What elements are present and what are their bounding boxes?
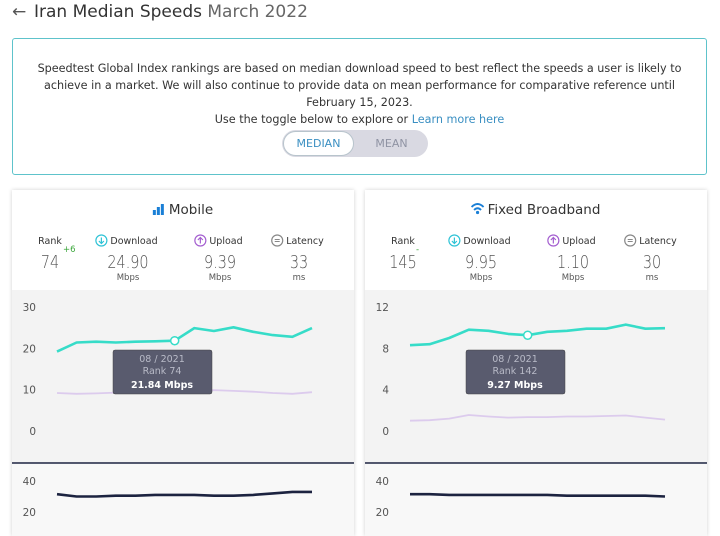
stat-label: Download <box>463 236 510 247</box>
tooltip-box <box>465 349 566 395</box>
series-line <box>56 326 313 353</box>
stat-value: 9.39 <box>204 251 236 272</box>
panel-canvas: MobileRank74+6Download24.90MbpsUpload9.3… <box>12 202 354 536</box>
stat-value: 33 <box>290 251 308 272</box>
stat-unit: Mbps <box>117 273 140 283</box>
stat-icon <box>95 234 108 247</box>
stat-icon <box>627 238 633 243</box>
signal-icon <box>152 210 156 215</box>
y-tick-label: 40 <box>23 476 36 488</box>
hover-marker <box>169 335 180 346</box>
notice-text: Speedtest Global Index rankings are base… <box>23 60 696 128</box>
stat-icon <box>194 234 207 247</box>
stat-icon <box>550 236 557 244</box>
y-tick-label: 0 <box>382 426 389 438</box>
stat-icon <box>451 237 458 245</box>
y-tick-label: 12 <box>376 302 389 314</box>
stat-label: Rank <box>38 236 62 247</box>
mobile-panel: Mobile Rank 74 +6 Download 24.90 Mbps Upload 9.3… <box>12 190 354 536</box>
toggle-hint: Use the toggle below to explore or <box>214 113 409 126</box>
toggle-median[interactable]: MEDIAN <box>283 131 354 156</box>
stat-label: Upload <box>209 236 242 247</box>
fixed-panel: Fixed Broadband Rank 145- Download 9.95 Mbps U… <box>365 190 707 536</box>
stat-icon <box>547 234 560 247</box>
stat-label: Download <box>110 236 157 247</box>
stat-unit: ms <box>293 273 306 283</box>
stat-value: 24.90 <box>107 251 148 272</box>
stat-icon <box>624 234 637 247</box>
notice: Speedtest Global Index rankings are base… <box>12 38 707 175</box>
tooltip-box <box>112 349 213 395</box>
y-tick-label: 8 <box>382 343 389 355</box>
header: ← Iran Median Speeds March 2022 <box>12 2 308 22</box>
latency-area <box>12 464 354 536</box>
stat-label: Upload <box>562 236 595 247</box>
subtitle: March 2022 <box>207 2 308 22</box>
hover-marker <box>522 330 533 340</box>
stat-icon <box>98 237 105 245</box>
rank-change: +6 <box>63 245 76 255</box>
stat-value: 1.10 <box>557 251 589 272</box>
stat-icon <box>197 236 204 244</box>
stat-icon <box>271 234 284 247</box>
y-tick-label: 20 <box>376 507 389 519</box>
stat-label: Latency <box>286 236 324 247</box>
series-line <box>56 490 312 498</box>
back-arrow[interactable]: ← <box>12 2 27 22</box>
wifi-icon <box>475 210 480 215</box>
panel-title: Mobile <box>169 202 213 218</box>
stat-value: 9.95 <box>465 251 497 272</box>
stat-value: 74 <box>41 251 59 272</box>
stat-icon <box>448 234 461 247</box>
stat-unit: Mbps <box>562 273 585 283</box>
stat-unit: ms <box>646 273 659 283</box>
signal-icon <box>160 204 164 215</box>
panel-canvas: Fixed BroadbandRank145-Download9.95MbpsU… <box>365 202 707 536</box>
stat-value: 145 <box>389 251 416 272</box>
signal-icon <box>156 207 160 215</box>
toggle: MEDIAN MEAN <box>282 130 428 157</box>
y-tick-label: 10 <box>23 385 36 397</box>
tooltip-rank: Rank 74 <box>143 366 182 377</box>
y-tick-label: 30 <box>23 302 36 314</box>
title: Iran Median Speeds <box>34 2 202 22</box>
stat-label: Rank <box>391 236 415 247</box>
rank-change: - <box>416 245 419 255</box>
tooltip-rank: Rank 142 <box>493 366 538 377</box>
y-tick-label: 20 <box>23 507 36 519</box>
stat-unit: Mbps <box>470 273 493 283</box>
y-tick-label: 20 <box>23 343 36 355</box>
stat-unit: Mbps <box>209 273 232 283</box>
wifi-icon <box>470 203 485 211</box>
y-tick-label: 40 <box>376 476 389 488</box>
y-tick-label: 4 <box>382 385 389 397</box>
learn-more-link[interactable]: Learn more here <box>411 113 505 126</box>
series-line <box>409 323 666 347</box>
tooltip-date: 08 / 2021 <box>492 354 538 365</box>
y-tick-label: 0 <box>29 426 36 438</box>
stat-label: Latency <box>639 236 677 247</box>
stat-value: 30 <box>643 251 661 272</box>
series-line <box>409 414 666 422</box>
latency-area <box>365 464 707 536</box>
panel-title: Fixed Broadband <box>488 202 601 218</box>
tooltip-value: 21.84 Mbps <box>131 380 193 391</box>
tooltip-date: 08 / 2021 <box>139 354 185 365</box>
stat-icon <box>274 238 280 243</box>
toggle-mean[interactable]: MEAN <box>375 137 408 150</box>
tooltip-value: 9.27 Mbps <box>487 380 543 391</box>
notice-body: Speedtest Global Index rankings are base… <box>37 62 682 109</box>
series-line <box>410 492 666 498</box>
